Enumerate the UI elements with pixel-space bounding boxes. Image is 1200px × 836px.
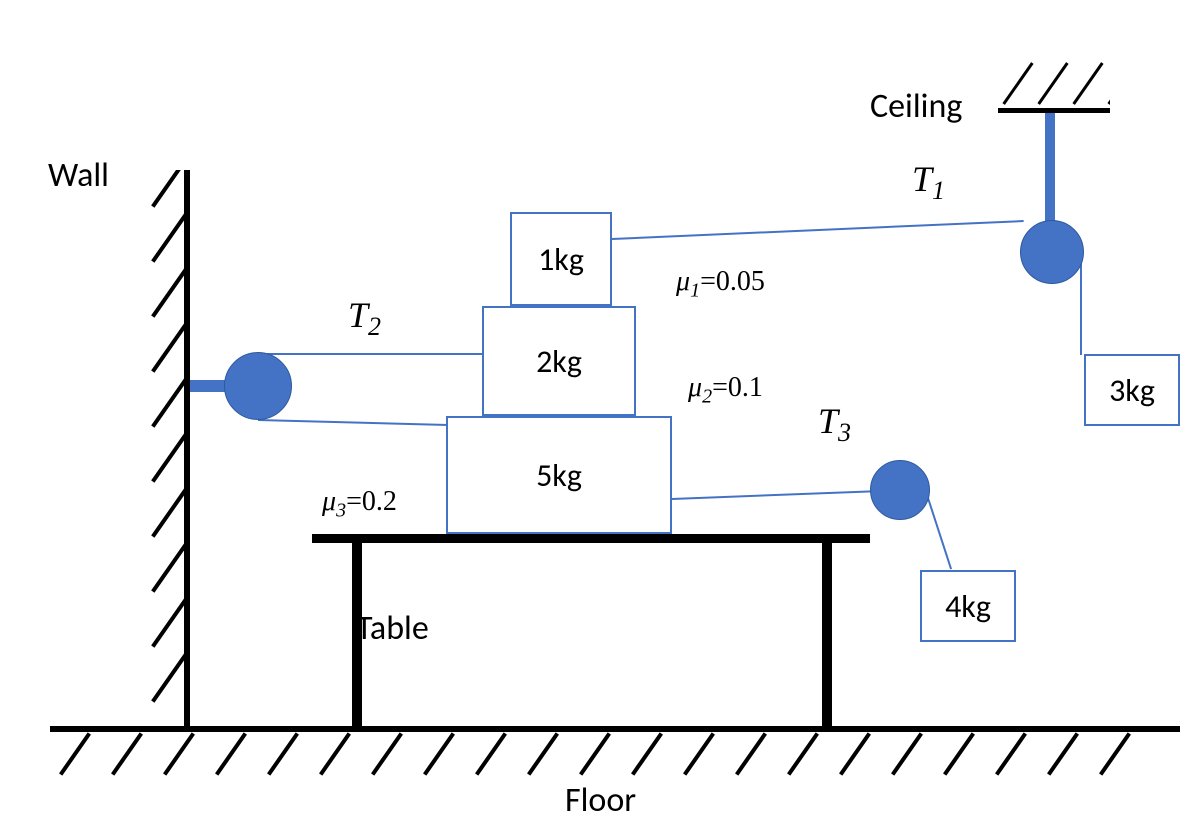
box-4kg: 4kg [920, 570, 1016, 642]
ceiling-label: Ceiling [870, 86, 962, 127]
pulley-3 [870, 460, 930, 520]
tension-t2-label: T2 [348, 294, 381, 342]
mu1-label: μ1=0.05 [676, 266, 765, 303]
string-t3 [672, 490, 872, 499]
wall-line [184, 170, 190, 730]
ceiling-rod [1045, 113, 1055, 225]
box-4kg-label: 4kg [945, 587, 991, 626]
floor-hatching [50, 732, 1180, 780]
pulley-1 [1020, 220, 1084, 284]
mu3-label: μ3=0.2 [322, 486, 397, 523]
box-3kg: 3kg [1084, 354, 1180, 426]
table-top [312, 534, 870, 543]
string-t1 [612, 220, 1024, 239]
box-1kg-label: 1kg [538, 240, 584, 279]
pulley-2 [224, 352, 292, 420]
box-5kg-label: 5kg [536, 456, 582, 495]
box-2kg-label: 2kg [536, 342, 582, 381]
floor-label: Floor [565, 780, 636, 821]
table-leg-right [822, 538, 832, 728]
tension-t3-label: T3 [818, 400, 851, 448]
wall-hatching [130, 170, 184, 730]
table-label: Table [356, 608, 429, 649]
ceiling-hatching [998, 60, 1110, 108]
string-t2-bottom [258, 419, 453, 426]
wall-label: Wall [48, 155, 109, 196]
string-pulley3-down [926, 495, 952, 570]
mu2-label: μ2=0.1 [688, 372, 763, 409]
table-leg-left [352, 538, 362, 728]
tension-t1-label: T1 [912, 158, 945, 206]
string-pulley1-down [1080, 255, 1082, 355]
box-3kg-label: 3kg [1109, 371, 1155, 410]
box-1kg: 1kg [510, 212, 612, 306]
string-t2-top [258, 353, 484, 355]
box-5kg: 5kg [446, 416, 672, 534]
box-2kg: 2kg [482, 306, 636, 416]
